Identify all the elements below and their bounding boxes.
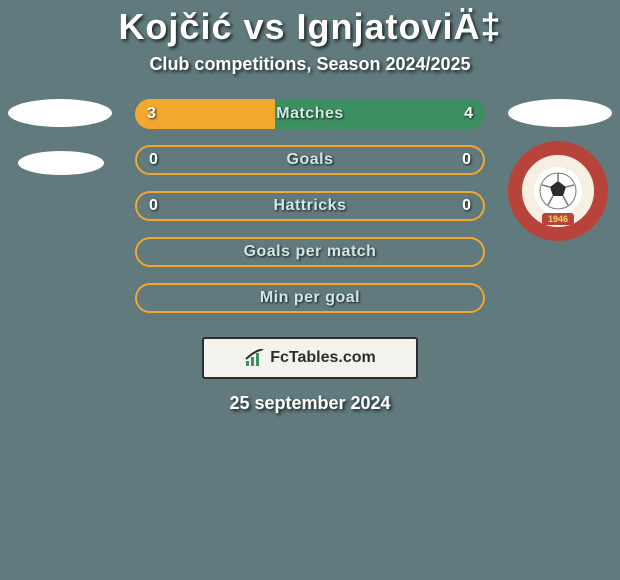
subtitle-text: Club competitions, Season 2024/2025	[149, 54, 470, 74]
placeholder-ellipse	[18, 151, 104, 175]
bar-label: Goals	[137, 147, 483, 173]
bar-value-right: 0	[462, 193, 471, 219]
stat-bar: Goals0 0	[135, 145, 485, 175]
stat-bar: Goals per match	[135, 237, 485, 267]
bar-value-right: 4	[464, 99, 473, 129]
bar-label: Goals per match	[137, 239, 483, 265]
bar-value-left: 3	[147, 99, 156, 129]
bar-label: Hattricks	[137, 193, 483, 219]
bar-label: Min per goal	[137, 285, 483, 311]
club-badge: 1946	[508, 141, 608, 241]
content-area: 1946 Matches34Goals00Hattricks00Goals pe…	[0, 99, 620, 414]
stat-bar: Hattricks0 0	[135, 191, 485, 221]
placeholder-ellipse	[508, 99, 612, 127]
date-label: 25 september 2024	[0, 393, 620, 414]
stat-bar: Min per goal	[135, 283, 485, 313]
date-text: 25 september 2024	[229, 393, 390, 413]
placeholder-ellipse	[8, 99, 112, 127]
right-player-placeholder: 1946	[508, 99, 612, 241]
watermark-text: FcTables.com	[270, 349, 376, 367]
badge-year: 1946	[542, 213, 574, 225]
bar-value-left: 0	[149, 193, 158, 219]
bar-value-left: 0	[149, 147, 158, 173]
title-text: Kojčić vs IgnjatoviÄ‡	[118, 6, 501, 47]
comparison-bars: Matches34Goals00Hattricks00Goals per mat…	[135, 99, 485, 313]
page-subtitle: Club competitions, Season 2024/2025	[0, 54, 620, 75]
badge-year-text: 1946	[548, 214, 568, 224]
stat-bar: Matches3 4	[135, 99, 485, 129]
bar-label: Matches	[135, 99, 485, 129]
football-icon	[538, 171, 578, 211]
bar-value-right: 0	[462, 147, 471, 173]
watermark: FcTables.com	[202, 337, 418, 379]
badge-inner	[534, 167, 582, 215]
page-title: Kojčić vs IgnjatoviÄ‡	[0, 0, 620, 48]
left-player-placeholder	[8, 99, 112, 175]
chart-icon	[244, 349, 266, 367]
